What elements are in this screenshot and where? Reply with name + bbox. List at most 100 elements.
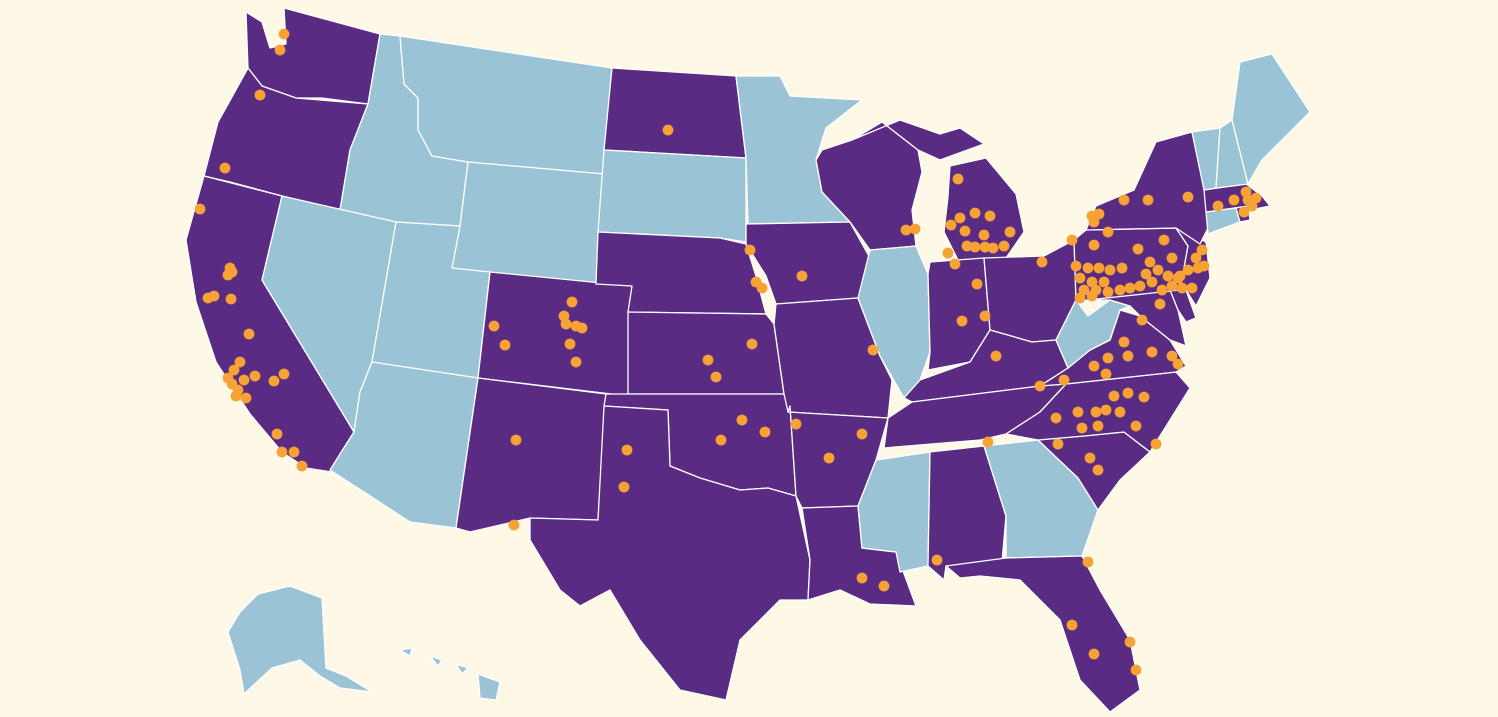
- location-marker[interactable]: [1082, 262, 1094, 274]
- state-tx[interactable]: [529, 405, 811, 701]
- location-marker[interactable]: [208, 290, 220, 302]
- location-marker[interactable]: [1166, 252, 1178, 264]
- location-marker[interactable]: [228, 364, 240, 376]
- state-wy[interactable]: [451, 161, 605, 287]
- location-marker[interactable]: [878, 580, 890, 592]
- state-mi-upper[interactable]: [851, 119, 985, 161]
- location-marker[interactable]: [1166, 350, 1178, 362]
- location-marker[interactable]: [1066, 234, 1078, 246]
- location-marker[interactable]: [508, 519, 520, 531]
- location-marker[interactable]: [1122, 387, 1134, 399]
- location-marker[interactable]: [1104, 264, 1116, 276]
- location-marker[interactable]: [954, 212, 966, 224]
- location-marker[interactable]: [222, 269, 234, 281]
- location-marker[interactable]: [736, 414, 748, 426]
- location-marker[interactable]: [945, 219, 957, 231]
- location-marker[interactable]: [194, 203, 206, 215]
- location-marker[interactable]: [969, 207, 981, 219]
- location-marker[interactable]: [226, 378, 238, 390]
- location-marker[interactable]: [510, 434, 522, 446]
- location-marker[interactable]: [971, 278, 983, 290]
- location-marker[interactable]: [1092, 420, 1104, 432]
- location-marker[interactable]: [1172, 272, 1184, 284]
- location-marker[interactable]: [276, 446, 288, 458]
- location-marker[interactable]: [956, 315, 968, 327]
- location-marker[interactable]: [900, 224, 912, 236]
- location-marker[interactable]: [1074, 292, 1086, 304]
- location-marker[interactable]: [1108, 390, 1120, 402]
- location-marker[interactable]: [1088, 239, 1100, 251]
- location-marker[interactable]: [1078, 284, 1090, 296]
- location-marker[interactable]: [1132, 243, 1144, 255]
- location-marker[interactable]: [984, 210, 996, 222]
- location-marker[interactable]: [1088, 216, 1100, 228]
- location-marker[interactable]: [1156, 284, 1168, 296]
- location-marker[interactable]: [1140, 268, 1152, 280]
- location-marker[interactable]: [1176, 282, 1188, 294]
- location-marker[interactable]: [288, 446, 300, 458]
- location-marker[interactable]: [1212, 200, 1224, 212]
- location-marker[interactable]: [979, 310, 991, 322]
- location-marker[interactable]: [961, 240, 973, 252]
- location-marker[interactable]: [1116, 262, 1128, 274]
- location-marker[interactable]: [796, 270, 808, 282]
- location-marker[interactable]: [249, 370, 261, 382]
- location-marker[interactable]: [225, 293, 237, 305]
- location-marker[interactable]: [1072, 406, 1084, 418]
- location-marker[interactable]: [969, 241, 981, 253]
- location-marker[interactable]: [982, 436, 994, 448]
- location-marker[interactable]: [1186, 282, 1198, 294]
- location-marker[interactable]: [1172, 358, 1184, 370]
- location-marker[interactable]: [254, 89, 266, 101]
- location-marker[interactable]: [1084, 452, 1096, 464]
- location-marker[interactable]: [278, 368, 290, 380]
- location-marker[interactable]: [1093, 262, 1105, 274]
- location-marker[interactable]: [959, 225, 971, 237]
- location-marker[interactable]: [219, 162, 231, 174]
- location-marker[interactable]: [931, 554, 943, 566]
- location-marker[interactable]: [662, 124, 674, 136]
- location-marker[interactable]: [1154, 298, 1166, 310]
- state-hi[interactable]: [399, 647, 501, 701]
- location-marker[interactable]: [230, 390, 242, 402]
- location-marker[interactable]: [1138, 391, 1150, 403]
- location-marker[interactable]: [1240, 186, 1252, 198]
- location-marker[interactable]: [1190, 252, 1202, 264]
- location-marker[interactable]: [744, 244, 756, 256]
- location-marker[interactable]: [1088, 360, 1100, 372]
- state-nm[interactable]: [455, 377, 607, 533]
- location-marker[interactable]: [1090, 406, 1102, 418]
- location-marker[interactable]: [1162, 270, 1174, 282]
- location-marker[interactable]: [240, 392, 252, 404]
- location-marker[interactable]: [1102, 226, 1114, 238]
- location-marker[interactable]: [1150, 438, 1162, 450]
- location-marker[interactable]: [1136, 314, 1148, 326]
- state-sd[interactable]: [597, 149, 747, 243]
- location-marker[interactable]: [790, 418, 802, 430]
- location-marker[interactable]: [710, 371, 722, 383]
- location-marker[interactable]: [1130, 664, 1142, 676]
- location-marker[interactable]: [234, 356, 246, 368]
- location-marker[interactable]: [560, 318, 572, 330]
- location-marker[interactable]: [1100, 368, 1112, 380]
- location-marker[interactable]: [566, 296, 578, 308]
- location-marker[interactable]: [856, 572, 868, 584]
- location-marker[interactable]: [1004, 226, 1016, 238]
- location-marker[interactable]: [238, 374, 250, 386]
- location-marker[interactable]: [1074, 272, 1086, 284]
- location-marker[interactable]: [1114, 406, 1126, 418]
- location-marker[interactable]: [998, 240, 1010, 252]
- location-marker[interactable]: [1102, 286, 1114, 298]
- location-marker[interactable]: [1134, 280, 1146, 292]
- location-marker[interactable]: [1070, 260, 1082, 272]
- location-marker[interactable]: [564, 338, 576, 350]
- location-marker[interactable]: [1182, 191, 1194, 203]
- location-marker[interactable]: [1228, 194, 1240, 206]
- location-marker[interactable]: [1118, 336, 1130, 348]
- location-marker[interactable]: [1082, 556, 1094, 568]
- location-marker[interactable]: [1050, 412, 1062, 424]
- location-marker[interactable]: [978, 229, 990, 241]
- location-marker[interactable]: [1124, 282, 1136, 294]
- location-marker[interactable]: [715, 434, 727, 446]
- location-marker[interactable]: [746, 338, 758, 350]
